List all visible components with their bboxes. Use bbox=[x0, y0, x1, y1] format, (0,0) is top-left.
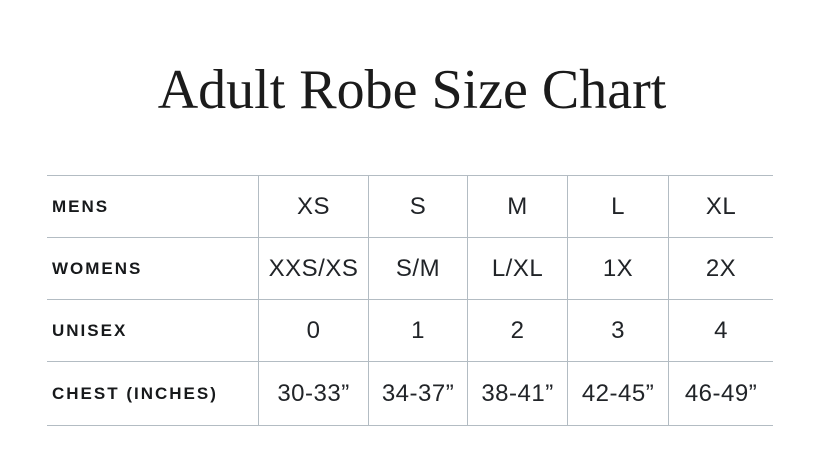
table-row-unisex: UNISEX 0 1 2 3 4 bbox=[47, 300, 773, 362]
page-title: Adult Robe Size Chart bbox=[157, 59, 667, 121]
table-cell: 1 bbox=[368, 300, 467, 361]
row-label-unisex: UNISEX bbox=[52, 320, 128, 340]
table-cell: 2X bbox=[668, 238, 773, 299]
table-cell: 0 bbox=[258, 300, 368, 361]
table-cell: 34-37” bbox=[368, 362, 467, 425]
table-row-chest-inches: CHEST (INCHES) 30-33” 34-37” 38-41” 42-4… bbox=[47, 362, 773, 426]
table-cell: 30-33” bbox=[258, 362, 368, 425]
table-cell: XS bbox=[258, 176, 368, 237]
table-cell: XXS/XS bbox=[258, 238, 368, 299]
row-label-chest-inches: CHEST (INCHES) bbox=[52, 383, 218, 403]
table-cell: 46-49” bbox=[668, 362, 773, 425]
table-cell: 1X bbox=[567, 238, 668, 299]
table-row-womens: WOMENS XXS/XS S/M L/XL 1X 2X bbox=[47, 238, 773, 300]
table-cell: S/M bbox=[368, 238, 467, 299]
row-label-mens: MENS bbox=[52, 196, 110, 216]
table-cell: S bbox=[368, 176, 467, 237]
table-cell: 38-41” bbox=[467, 362, 567, 425]
table-cell: 3 bbox=[567, 300, 668, 361]
table-cell: L bbox=[567, 176, 668, 237]
table-cell: 2 bbox=[467, 300, 567, 361]
table-cell: L/XL bbox=[467, 238, 567, 299]
table-cell: 4 bbox=[668, 300, 773, 361]
size-chart-table: MENS XS S M L XL WOMENS XXS/XS S/M L/XL … bbox=[47, 175, 773, 426]
table-cell: XL bbox=[668, 176, 773, 237]
table-cell: M bbox=[467, 176, 567, 237]
row-label-womens: WOMENS bbox=[52, 258, 143, 278]
table-row-mens: MENS XS S M L XL bbox=[47, 176, 773, 238]
table-cell: 42-45” bbox=[567, 362, 668, 425]
